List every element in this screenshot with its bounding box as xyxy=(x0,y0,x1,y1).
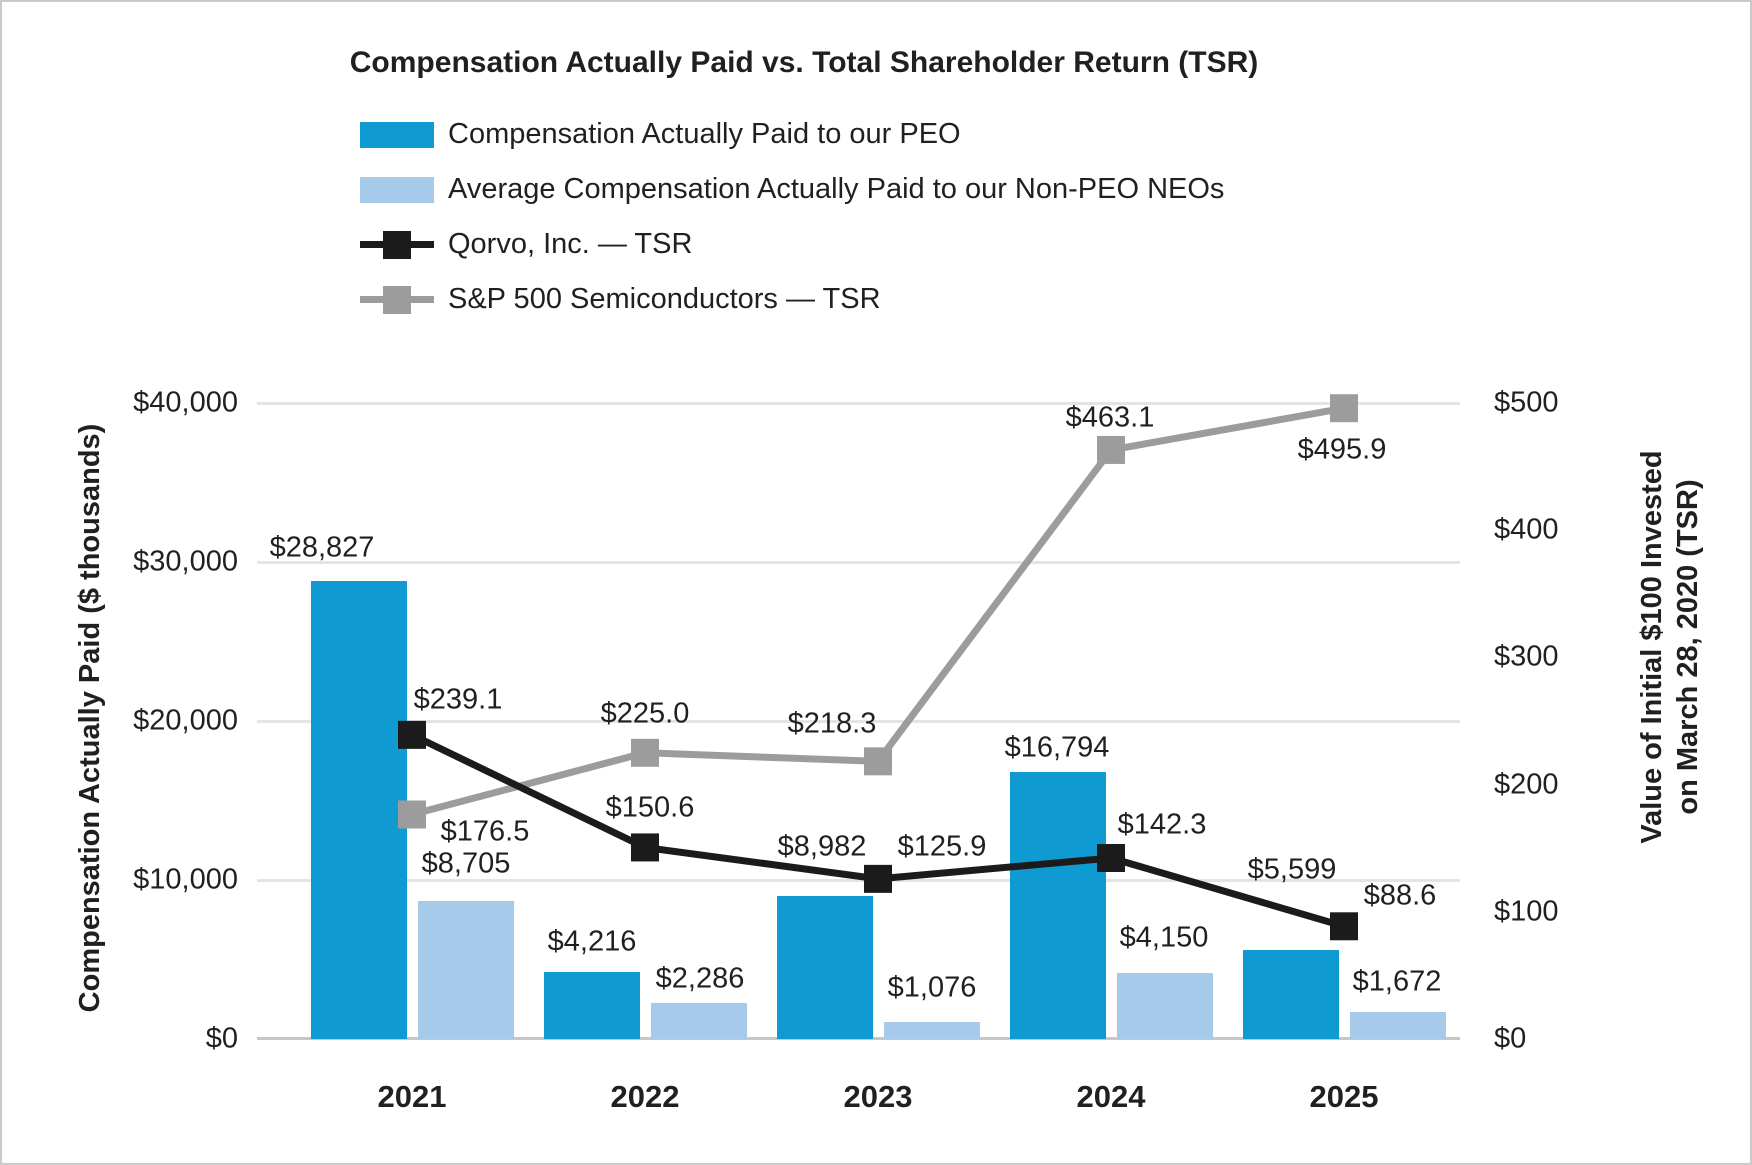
peo-bar-swatch xyxy=(360,121,434,148)
bar-peo-2024 xyxy=(1009,771,1106,1039)
tsr-marker-sp500-2024 xyxy=(1097,435,1125,464)
data-label-peo-2025: $5,599 xyxy=(1247,853,1337,886)
tsr-marker-qorvo-2022 xyxy=(631,833,659,862)
tsr-marker-qorvo-2024 xyxy=(1097,843,1125,872)
legend-item-sp500: S&P 500 Semiconductors — TSR xyxy=(360,283,1224,315)
data-label-qorvo-2023: $125.9 xyxy=(897,830,987,863)
gridline xyxy=(257,720,1460,723)
right-axis-tick: $500 xyxy=(1494,386,1559,419)
bar-neo-2021 xyxy=(417,900,514,1039)
data-label-sp500-2021: $176.5 xyxy=(440,815,530,848)
legend: Compensation Actually Paid to our PEO Av… xyxy=(360,118,1225,340)
bar-peo-2022 xyxy=(543,971,640,1039)
data-label-peo-2022: $4,216 xyxy=(547,925,637,958)
right-axis-tick: $100 xyxy=(1494,895,1559,928)
gridline xyxy=(257,879,1460,882)
neo-bar-swatch xyxy=(360,176,434,203)
legend-label-sp500: S&P 500 Semiconductors — TSR xyxy=(448,283,881,315)
tsr-marker-qorvo-2021 xyxy=(398,720,426,749)
bar-peo-2021 xyxy=(310,580,407,1039)
tsr-marker-qorvo-2025 xyxy=(1330,912,1358,941)
right-axis-tick: $200 xyxy=(1494,768,1559,801)
legend-label-peo: Compensation Actually Paid to our PEO xyxy=(448,118,961,150)
data-label-peo-2021: $28,827 xyxy=(269,531,375,564)
left-axis-tick: $20,000 xyxy=(133,704,238,737)
x-axis-label-2025: 2025 xyxy=(1309,1079,1379,1114)
data-label-qorvo-2025: $88.6 xyxy=(1363,879,1437,912)
bar-neo-2022 xyxy=(650,1002,747,1039)
data-label-qorvo-2024: $142.3 xyxy=(1117,808,1207,841)
gridline xyxy=(257,402,1460,405)
tsr-marker-qorvo-2023 xyxy=(864,864,892,893)
legend-item-neo: Average Compensation Actually Paid to ou… xyxy=(360,173,1225,205)
bar-neo-2025 xyxy=(1349,1012,1446,1039)
bar-peo-2023 xyxy=(776,896,873,1039)
qorvo-marker-glyph xyxy=(383,230,411,259)
sp500-marker-glyph xyxy=(383,285,411,314)
right-axis-tick: $300 xyxy=(1494,640,1559,673)
x-axis-label-2022: 2022 xyxy=(610,1079,680,1114)
tsr-marker-sp500-2025 xyxy=(1330,394,1358,423)
data-label-qorvo-2022: $150.6 xyxy=(605,791,695,824)
x-axis-label-2024: 2024 xyxy=(1076,1079,1146,1114)
sp500-line-swatch xyxy=(360,285,434,314)
left-axis-tick: $30,000 xyxy=(133,545,238,578)
qorvo-line-swatch xyxy=(360,230,434,259)
data-label-neo-2022: $2,286 xyxy=(655,962,745,995)
legend-item-peo: Compensation Actually Paid to our PEO xyxy=(360,118,1224,150)
legend-label-neo: Average Compensation Actually Paid to ou… xyxy=(448,173,1225,205)
tsr-marker-sp500-2023 xyxy=(864,747,892,776)
legend-item-qorvo: Qorvo, Inc. — TSR xyxy=(360,228,1224,260)
data-label-neo-2021: $8,705 xyxy=(421,847,511,880)
chart-title: Compensation Actually Paid vs. Total Sha… xyxy=(349,46,1259,79)
x-axis-label-2021: 2021 xyxy=(377,1079,447,1114)
right-axis-tick: $0 xyxy=(1494,1022,1527,1055)
data-label-peo-2023: $8,982 xyxy=(777,830,867,863)
gridline xyxy=(257,561,1460,564)
data-label-peo-2024: $16,794 xyxy=(1004,731,1110,764)
left-axis-tick: $10,000 xyxy=(133,863,238,896)
x-axis-label-2023: 2023 xyxy=(843,1079,913,1114)
right-axis-tick: $400 xyxy=(1494,513,1559,546)
data-label-sp500-2025: $495.9 xyxy=(1297,433,1387,466)
bar-neo-2023 xyxy=(883,1021,980,1039)
tsr-marker-sp500-2022 xyxy=(631,738,659,767)
legend-label-qorvo: Qorvo, Inc. — TSR xyxy=(448,228,693,260)
left-axis-tick: $40,000 xyxy=(133,386,238,419)
data-label-sp500-2024: $463.1 xyxy=(1065,401,1155,434)
data-label-sp500-2022: $225.0 xyxy=(600,697,690,730)
data-label-neo-2024: $4,150 xyxy=(1119,921,1209,954)
tsr-marker-sp500-2021 xyxy=(398,800,426,829)
data-label-qorvo-2021: $239.1 xyxy=(413,683,503,716)
left-axis-tick: $0 xyxy=(205,1022,238,1055)
bar-peo-2025 xyxy=(1242,949,1339,1039)
bar-neo-2024 xyxy=(1116,973,1213,1039)
data-label-neo-2023: $1,076 xyxy=(887,971,977,1004)
data-label-neo-2025: $1,672 xyxy=(1352,965,1442,998)
data-label-sp500-2023: $218.3 xyxy=(787,707,877,740)
